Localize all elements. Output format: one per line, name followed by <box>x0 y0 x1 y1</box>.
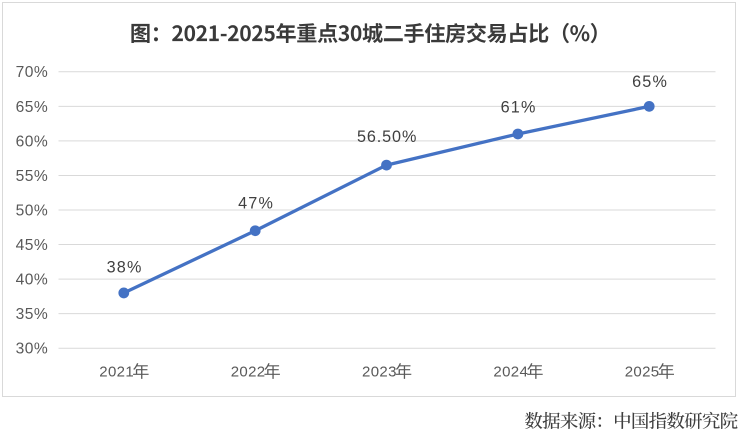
svg-text:56.50%: 56.50% <box>357 128 417 146</box>
svg-text:70%: 70% <box>16 64 49 81</box>
svg-text:2025: 2025 <box>625 364 660 381</box>
svg-text:61%: 61% <box>501 99 537 117</box>
svg-text:55%: 55% <box>16 168 49 185</box>
svg-text:2023: 2023 <box>362 364 397 381</box>
svg-text:2024: 2024 <box>493 364 528 381</box>
svg-text:30%: 30% <box>16 341 49 358</box>
svg-text:2021: 2021 <box>99 364 134 381</box>
svg-text:45%: 45% <box>16 237 49 254</box>
svg-text:40%: 40% <box>16 272 49 289</box>
svg-text:50%: 50% <box>16 202 49 219</box>
svg-text:35%: 35% <box>16 306 49 323</box>
svg-text:47%: 47% <box>238 194 274 212</box>
svg-text:2022: 2022 <box>231 364 266 381</box>
svg-text:65%: 65% <box>16 99 49 116</box>
svg-text:65%: 65% <box>632 73 668 91</box>
svg-text:38%: 38% <box>107 259 143 277</box>
svg-text:60%: 60% <box>16 133 49 150</box>
